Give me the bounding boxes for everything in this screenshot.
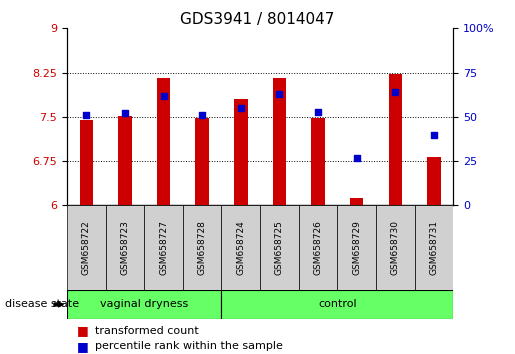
Bar [79, 120, 93, 205]
Text: GSM658729: GSM658729 [352, 220, 361, 275]
Point [121, 110, 129, 116]
Text: transformed count: transformed count [95, 326, 199, 336]
Bar [272, 79, 286, 205]
Bar [415, 205, 453, 290]
Point [430, 132, 438, 137]
Point [391, 89, 400, 95]
Text: GSM658723: GSM658723 [121, 220, 129, 275]
Bar [183, 205, 221, 290]
Text: percentile rank within the sample: percentile rank within the sample [95, 341, 283, 351]
Bar [234, 99, 248, 205]
Bar [144, 205, 183, 290]
Text: ■: ■ [77, 340, 89, 353]
Text: GSM658727: GSM658727 [159, 220, 168, 275]
Bar [388, 74, 402, 205]
Text: ■: ■ [77, 325, 89, 337]
Bar [337, 205, 376, 290]
Text: GSM658728: GSM658728 [198, 220, 207, 275]
Point [198, 112, 206, 118]
Bar [427, 157, 441, 205]
Point [314, 109, 322, 114]
Bar [376, 205, 415, 290]
Bar [221, 290, 453, 319]
Bar [157, 79, 170, 205]
Point [82, 112, 91, 118]
Text: disease state: disease state [5, 299, 79, 309]
Bar [118, 116, 132, 205]
Text: GDS3941 / 8014047: GDS3941 / 8014047 [180, 12, 335, 27]
Point [159, 93, 167, 98]
Point [352, 155, 360, 160]
Bar [299, 205, 337, 290]
Bar [260, 205, 299, 290]
Bar [67, 290, 221, 319]
Text: GSM658724: GSM658724 [236, 221, 245, 275]
Text: vaginal dryness: vaginal dryness [100, 299, 188, 309]
Bar [221, 205, 260, 290]
Text: control: control [318, 299, 356, 309]
Text: GSM658722: GSM658722 [82, 221, 91, 275]
Bar [106, 205, 144, 290]
Point [275, 91, 283, 97]
Bar [67, 205, 106, 290]
Text: GSM658725: GSM658725 [275, 220, 284, 275]
Point [236, 105, 245, 111]
Bar [350, 198, 364, 205]
Bar [195, 118, 209, 205]
Bar [311, 118, 325, 205]
Text: GSM658730: GSM658730 [391, 220, 400, 275]
Text: GSM658726: GSM658726 [314, 220, 322, 275]
Text: GSM658731: GSM658731 [430, 220, 438, 275]
